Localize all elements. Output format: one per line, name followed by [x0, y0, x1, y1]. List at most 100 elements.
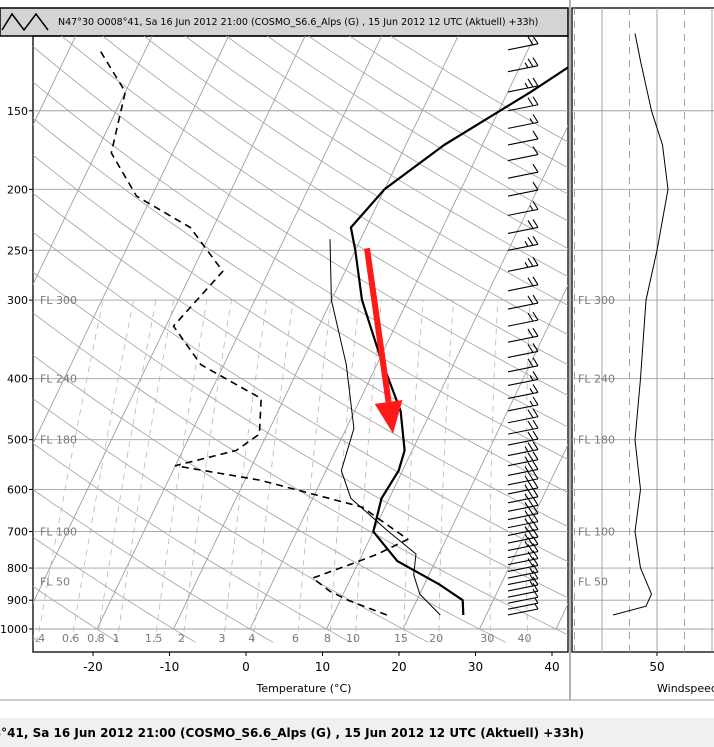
barb-flag	[532, 130, 539, 140]
flight-level-label: FL 180	[40, 434, 77, 447]
barb-staff	[507, 243, 539, 251]
x-tick-label: 30	[468, 660, 483, 674]
wind-barb	[507, 327, 539, 343]
wind-barb	[507, 597, 539, 610]
barb-flag	[527, 506, 534, 515]
barb-flag	[532, 36, 539, 45]
isotherm-line	[709, 0, 714, 629]
barb-staff	[507, 43, 539, 51]
windspeed-line	[612, 33, 669, 616]
mixing-ratio-label: 15	[394, 632, 408, 645]
barb-flag	[532, 479, 539, 489]
barb-flag	[532, 419, 539, 429]
mixing-ratio-label: 8	[324, 632, 331, 645]
y-tick-label: 500	[7, 434, 28, 447]
wind-barb	[507, 36, 539, 51]
wind-barb	[507, 371, 539, 386]
barb-staff	[507, 596, 539, 604]
barb-flag	[527, 78, 534, 88]
barb-flag	[532, 294, 539, 304]
barb-half-flag	[524, 541, 529, 547]
isotherm-line	[96, 36, 383, 630]
wind-barb	[507, 603, 539, 616]
dry-adiabat	[33, 489, 274, 643]
dry-adiabat	[33, 312, 568, 636]
barb-half-flag	[529, 388, 534, 394]
x-tick-label: 10	[315, 660, 330, 674]
wind-barb	[507, 479, 539, 495]
barb-flag	[532, 461, 539, 470]
dry-adiabat	[33, 354, 506, 643]
header-bar	[0, 7, 569, 37]
mixing-ratio-line	[296, 300, 332, 643]
wind-barb	[507, 430, 539, 446]
barb-flag	[527, 498, 534, 507]
mixing-ratio-label: 0.4	[28, 632, 46, 645]
y-tick-label: 900	[7, 594, 28, 607]
ws-flight-level-label: FL 100	[578, 526, 615, 539]
mixing-ratio-line	[525, 300, 531, 643]
mixing-ratio-label: 30	[480, 632, 494, 645]
barb-flag	[527, 344, 534, 353]
barb-staff	[507, 104, 539, 112]
barb-flag	[527, 295, 534, 305]
dry-adiabat	[33, 637, 41, 643]
wind-barb	[507, 461, 539, 476]
barb-flag	[532, 96, 539, 106]
barb-flag	[532, 371, 539, 380]
barb-flag	[532, 505, 539, 514]
barb-staff	[507, 335, 539, 343]
dry-adiabat	[33, 271, 568, 599]
barb-flag	[532, 201, 539, 210]
dry-adiabat	[33, 398, 429, 643]
barb-flag	[532, 497, 539, 506]
footer-status: 30 O008°41, Sa 16 Jun 2012 21:00 (COSMO_…	[0, 718, 714, 747]
barb-flag	[527, 420, 534, 430]
wind-barb	[507, 563, 539, 579]
x-tick-label: 20	[391, 660, 406, 674]
mixing-ratio-line	[253, 300, 294, 643]
dry-adiabat	[33, 192, 568, 528]
mixing-ratio-line	[116, 300, 175, 643]
flight-level-label: FL 300	[40, 294, 77, 307]
mixing-ratio-label: 20	[429, 632, 443, 645]
mixing-ratio-label: 2	[178, 632, 185, 645]
mixing-ratio-label: 0.8	[87, 632, 105, 645]
y-tick-label: 300	[7, 294, 28, 307]
wind-barb	[507, 96, 539, 112]
wind-barb	[507, 163, 539, 179]
barb-staff	[507, 284, 539, 292]
barb-flag	[527, 277, 534, 287]
mixing-ratio-line	[354, 300, 382, 643]
barb-half-flag	[524, 446, 529, 452]
dry-adiabat	[33, 154, 568, 494]
barb-flag	[532, 488, 539, 498]
wind-barb	[507, 311, 539, 327]
wind-barb	[507, 451, 539, 467]
header-title: N47°30 O008°41, Sa 16 Jun 2012 21:00 (CO…	[58, 17, 538, 28]
barb-staff	[507, 264, 539, 272]
ws-flight-level-label: FL 50	[578, 575, 608, 588]
dry-adiabat	[33, 117, 568, 460]
isotherm-line	[33, 36, 153, 286]
barb-flag	[532, 576, 539, 586]
wind-barb	[507, 146, 539, 162]
isotherm-line	[249, 36, 536, 630]
barb-flag	[532, 357, 539, 367]
dry-adiabat	[225, 36, 568, 250]
windspeed-panel: FL 300 FL 240 FL 180 FL 100 FL 50	[572, 8, 714, 652]
dry-adiabat	[266, 36, 568, 222]
temperature-line	[349, 66, 568, 616]
barb-half-flag	[529, 375, 534, 381]
barb-half-flag	[529, 400, 534, 407]
barb-flag	[527, 312, 534, 322]
barb-staff	[507, 590, 539, 598]
barb-half-flag	[524, 526, 529, 532]
barb-flag	[527, 58, 534, 67]
wind-barb	[507, 408, 539, 424]
wind-barb	[507, 557, 539, 572]
barb-flag	[527, 431, 534, 441]
barb-half-flag	[529, 205, 534, 211]
ws-flight-level-label: FL 180	[578, 434, 615, 447]
